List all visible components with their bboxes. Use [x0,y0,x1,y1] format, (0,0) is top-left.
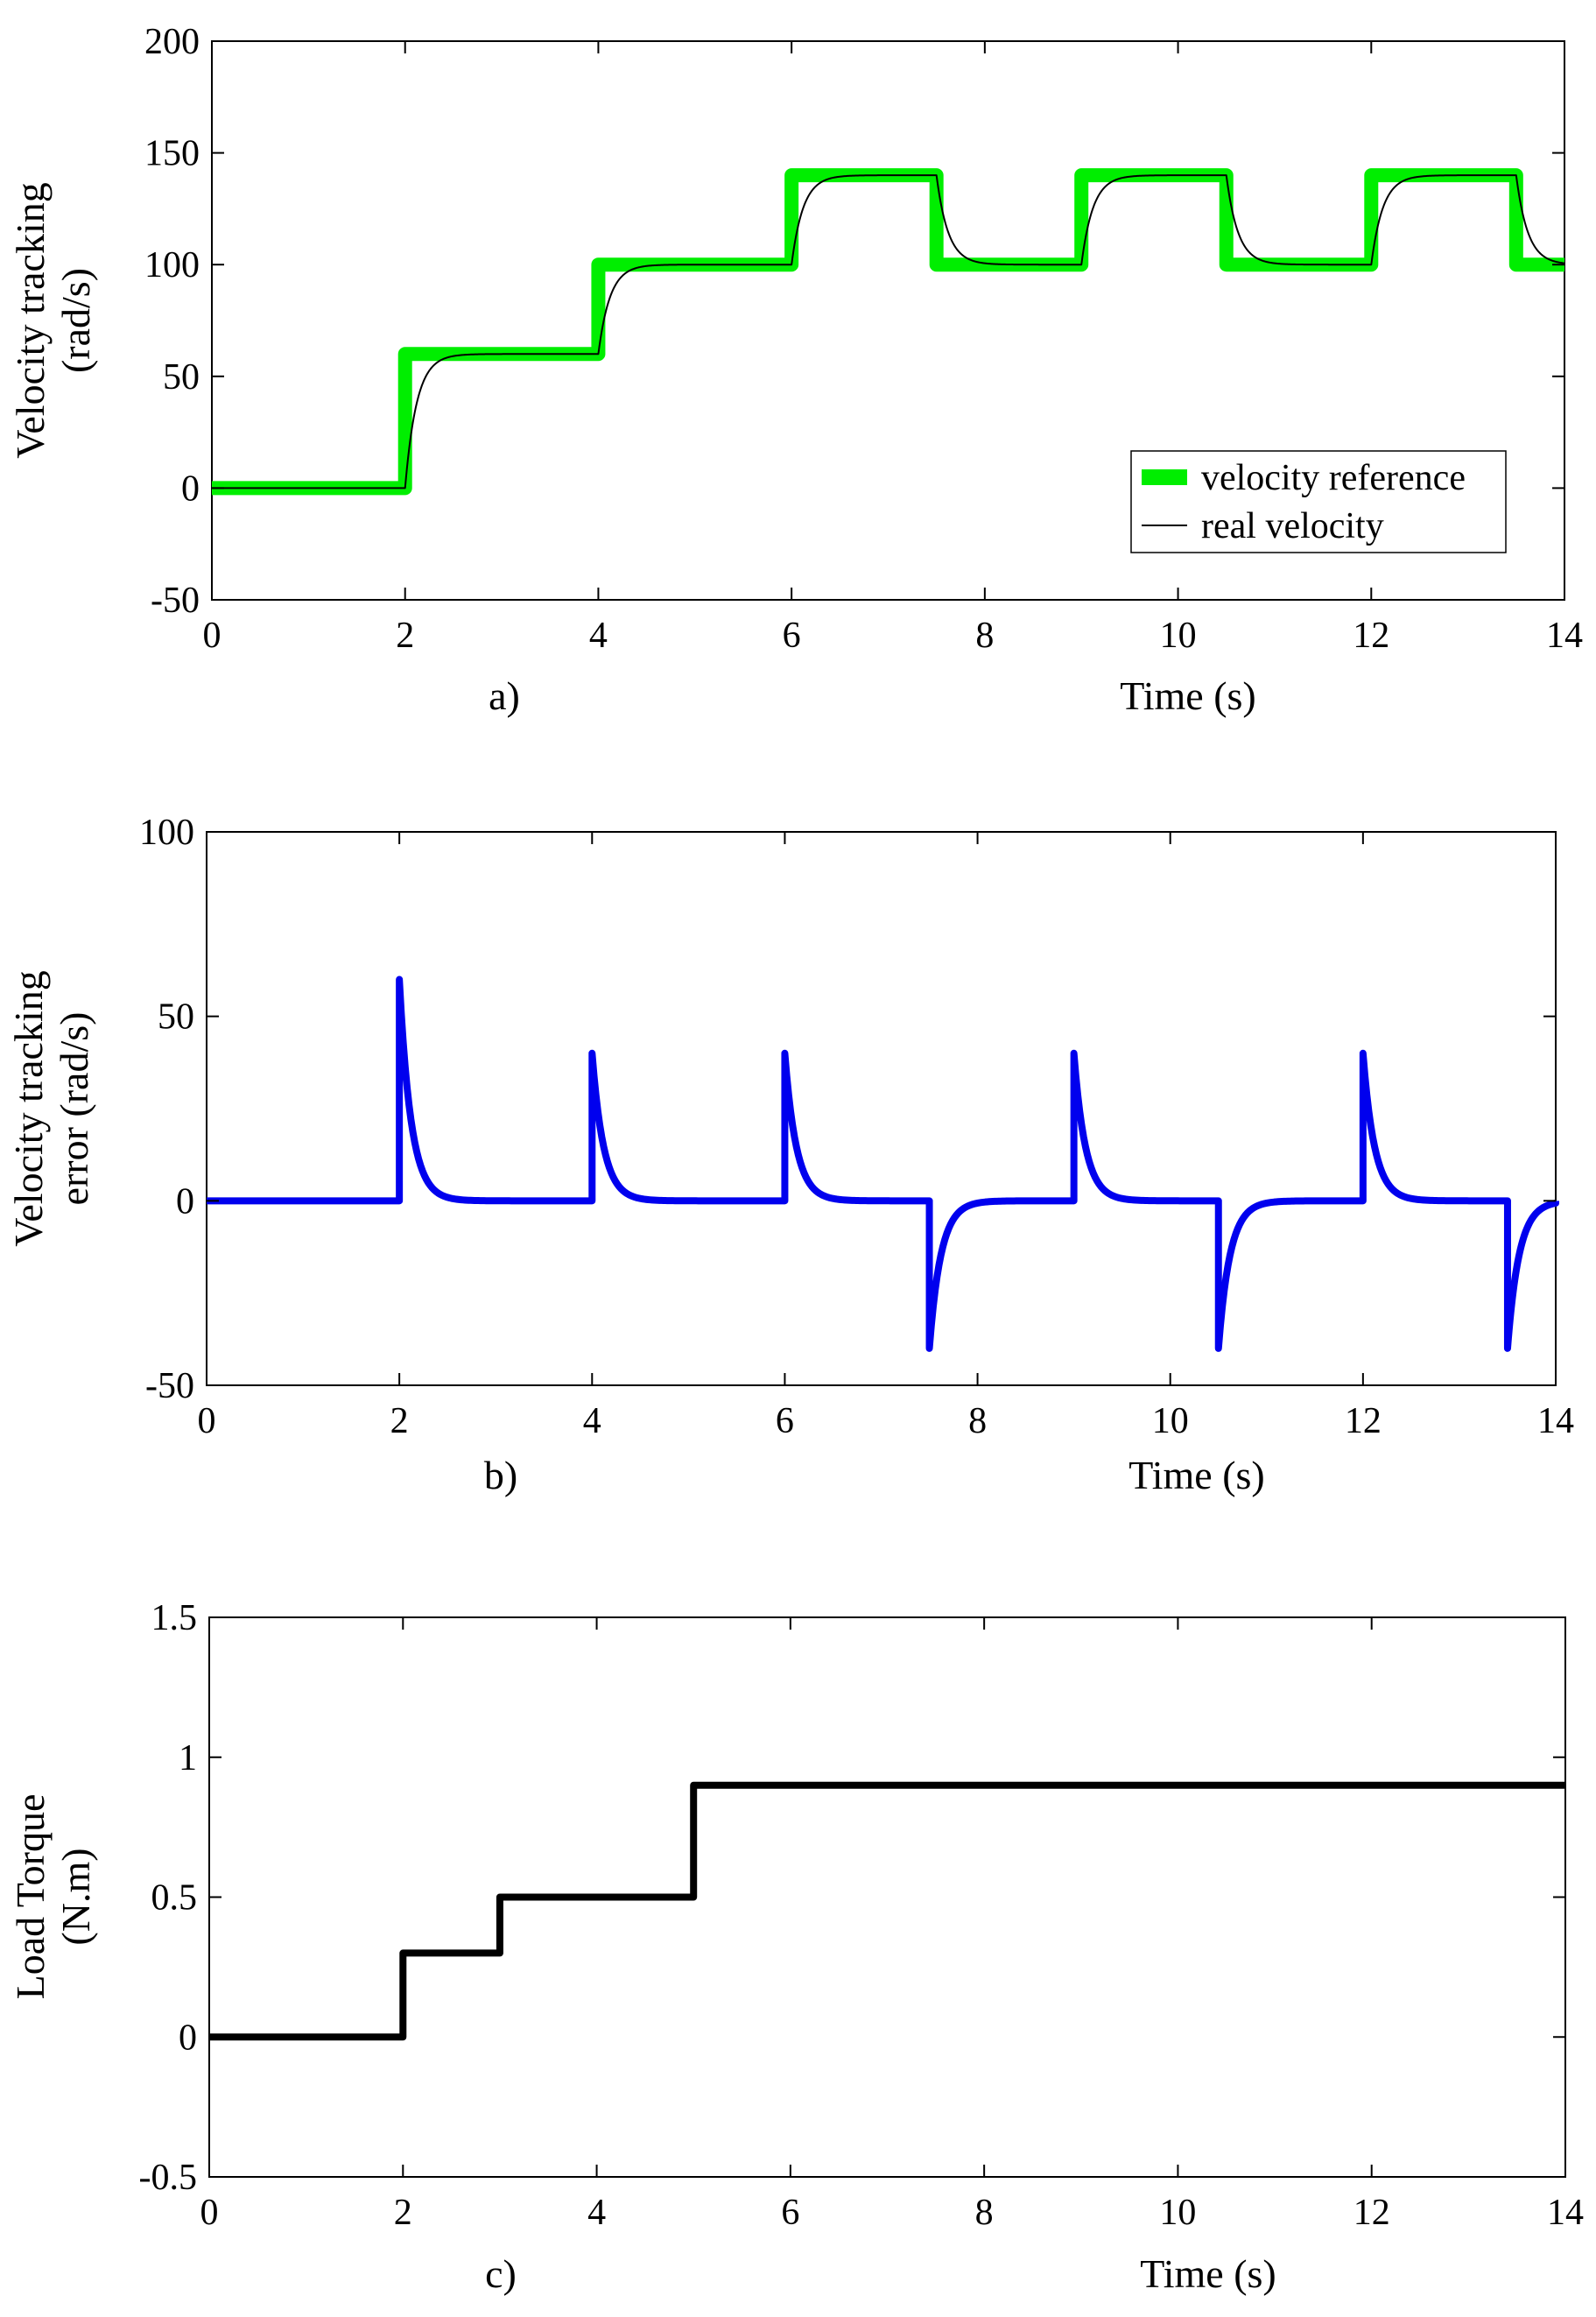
y-tick-label: -50 [145,1366,194,1406]
x-tick-label: 12 [1345,1401,1382,1441]
y-axis-label-line-2: error (rad/s) [52,1012,96,1206]
x-tick-label: 6 [781,2193,799,2233]
x-tick-label: 6 [783,616,801,656]
y-tick-label: 0 [181,468,200,509]
y-tick-label: 1 [179,1738,197,1778]
y-axis-label-line-1: Velocity tracking [6,970,51,1247]
panel-label: a) [489,673,520,718]
y-axis-label-line-2: (N.m) [53,1848,98,1945]
x-tick-label: 0 [198,1401,216,1441]
panel-label: c) [485,2251,517,2296]
y-tick-label: 50 [158,997,194,1038]
y-tick-label: -0.5 [139,2158,198,2198]
x-tick-label: 14 [1537,1401,1574,1441]
y-tick-label: 0.5 [151,1878,198,1919]
plot-area-frame [208,1616,1566,2178]
legend-label-velocity-reference: velocity reference [1201,458,1466,498]
y-axis-label-line-1: Load Torque [8,1794,53,2000]
y-tick-label: 150 [144,134,200,174]
y-tick-label: 50 [163,357,200,398]
y-tick-label: 100 [144,245,200,285]
y-axis-label-line-2: (rad/s) [53,268,98,373]
load-torque-panel: 0 2 4 6 8 10 12 14-0.500.511.5 Load Torque (N.m… [8,1598,1584,2296]
legend-box [1130,450,1507,553]
x-tick-label: 8 [975,616,994,656]
y-axis-label-line-1: Velocity tracking [8,182,53,459]
series-line-load-torque [209,1781,1565,2041]
x-tick-label: 10 [1159,2193,1196,2233]
series-line-velocity-tracking-error [207,975,1559,1352]
x-tick-label: 0 [200,2193,219,2233]
x-tick-label: 12 [1353,616,1389,656]
x-tick-label: 6 [776,1401,794,1441]
legend: velocity reference real velocity [1130,450,1507,553]
y-tick-label: -50 [151,581,200,621]
x-tick-label: 2 [390,1401,409,1441]
x-tick-label: 10 [1152,1401,1189,1441]
y-tick-label: 1.5 [151,1598,198,1638]
x-tick-label: 8 [968,1401,987,1441]
panel-label: b) [484,1453,517,1497]
x-tick-label: 0 [203,616,221,656]
series-line-real-velocity [212,174,1565,489]
legend-label-real-velocity: real velocity [1201,506,1384,546]
x-tick-label: 4 [589,616,608,656]
plot-area-frame [206,831,1557,1386]
y-tick-label: 100 [139,813,194,853]
x-tick-label: 4 [583,1401,601,1441]
x-tick-label: 2 [396,616,414,656]
x-tick-label: 10 [1160,616,1197,656]
y-tick-label: 200 [144,22,200,62]
x-tick-label: 8 [975,2193,994,2233]
x-tick-label: 14 [1547,2193,1584,2233]
x-axis-label: Time (s) [1140,2251,1276,2296]
x-tick-label: 14 [1546,616,1583,656]
x-tick-label: 2 [394,2193,412,2233]
y-tick-label: 0 [179,2018,197,2058]
x-axis-label: Time (s) [1120,673,1256,718]
x-axis-label: Time (s) [1128,1453,1265,1497]
x-tick-label: 4 [587,2193,606,2233]
y-tick-label: 0 [176,1181,194,1222]
x-tick-label: 12 [1353,2193,1390,2233]
